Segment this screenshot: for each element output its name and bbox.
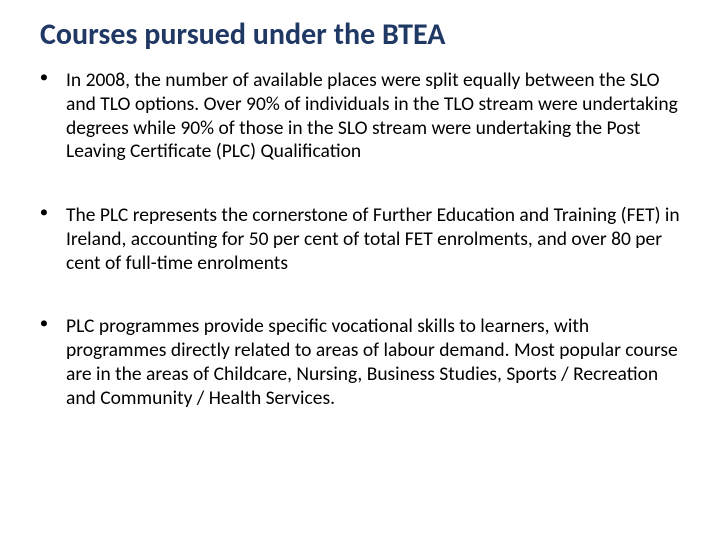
list-item: PLC programmes provide specific vocation… [40,315,680,410]
bullet-list: In 2008, the number of available places … [40,69,680,411]
list-item: In 2008, the number of available places … [40,69,680,164]
list-item: The PLC represents the cornerstone of Fu… [40,204,680,275]
slide: Courses pursued under the BTEA In 2008, … [0,0,720,540]
slide-title: Courses pursued under the BTEA [40,18,680,51]
